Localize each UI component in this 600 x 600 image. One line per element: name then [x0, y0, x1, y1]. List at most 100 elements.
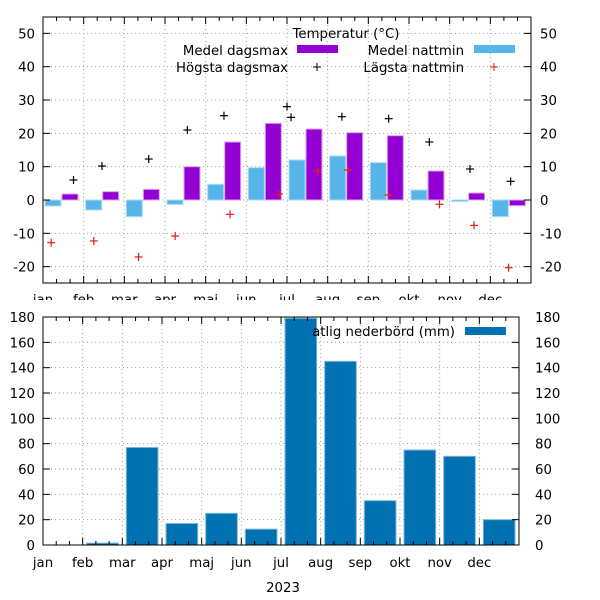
x-tick-label: okt	[389, 556, 410, 571]
x-tick-label: nov	[437, 293, 462, 300]
bar-medel-dagsmax	[102, 191, 120, 201]
bar-nederbord	[284, 317, 318, 546]
bar-medel-nattmin	[247, 167, 265, 201]
bar-medel-nattmin	[207, 183, 225, 201]
point-lagsta-nattmin	[313, 167, 322, 176]
legend-swatch	[465, 327, 506, 335]
bar-nederbord	[482, 519, 516, 546]
point-hogsta-dagsmax	[283, 102, 291, 111]
legend-label: Medel nattmin	[368, 44, 464, 59]
bar-medel-dagsmax	[61, 193, 79, 201]
y-tick-label-left: -10	[13, 227, 35, 242]
y-tick-label-right: 60	[535, 463, 552, 478]
tick-labels: -20 -20 -10 -10 0 0 10 10 20 20 30 30 40 40 50 50 jan feb…	[13, 27, 561, 300]
y-tick-label-left: 40	[18, 61, 35, 76]
bar-medel-nattmin	[44, 199, 62, 207]
bar-medel-dagsmax	[427, 170, 445, 201]
point-lagsta-nattmin	[134, 252, 143, 261]
bar-nederbord	[443, 455, 476, 546]
bar-nederbord	[205, 512, 238, 546]
x-tick-label: mar	[111, 293, 138, 300]
y-tick-label-right: 160	[535, 336, 560, 351]
point-hogsta-dagsmax	[183, 126, 192, 135]
y-tick-label-left: 160	[10, 336, 35, 351]
y-tick-label-right: 30	[540, 94, 557, 109]
x-tick-label: mar	[109, 556, 136, 571]
y-tick-label-right: 10	[540, 161, 557, 176]
y-tick-label-right: -10	[540, 227, 562, 242]
x-tick-label: jun	[235, 293, 257, 300]
y-tick-label-right: 40	[540, 61, 557, 76]
legend-label: Medel dagsmax	[183, 44, 288, 59]
grid	[43, 317, 519, 545]
bar-nederbord	[244, 528, 278, 546]
y-tick-label-left: 50	[18, 27, 35, 42]
y-tick-label-left: 20	[18, 514, 35, 529]
point-hogsta-dagsmax	[69, 176, 78, 185]
x-tick-label: nov	[427, 556, 452, 571]
axes-frame	[42, 316, 520, 546]
point-hogsta-dagsmax	[287, 113, 296, 122]
x-tick-label: feb	[72, 556, 93, 571]
x-tick-label: maj	[193, 293, 218, 300]
legend-title: Temperatur (°C)	[292, 27, 400, 42]
x-tick-label: aug	[315, 293, 340, 300]
legend-swatch	[474, 45, 515, 53]
y-tick-label-right: -20	[540, 261, 562, 276]
y-tick-label-left: 60	[18, 463, 35, 478]
x-tick-label: dec	[467, 556, 491, 571]
point-hogsta-dagsmax	[506, 177, 515, 186]
legend-label: atlig nederbörd (mm)	[312, 325, 455, 340]
y-tick-label-right: 120	[535, 387, 560, 402]
bar-nederbord	[86, 542, 119, 546]
temperature-chart: -20 -20 -10 -10 0 0 10 10 20 20 30 30 40 40 50 50 jan feb…	[13, 16, 562, 300]
y-tick-label-right: 40	[535, 488, 552, 503]
point-lagsta-nattmin	[171, 231, 180, 240]
plot-border	[42, 316, 520, 546]
point-lagsta-nattmin	[47, 238, 56, 247]
x-tick-label: jul	[272, 556, 289, 571]
bar-medel-nattmin	[288, 159, 306, 201]
point-lagsta-nattmin	[344, 166, 352, 175]
bar-medel-dagsmax	[386, 135, 404, 201]
point-lagsta-nattmin	[226, 210, 235, 219]
x-axis-label: 2023	[266, 581, 300, 596]
x-tick-label: jun	[230, 556, 252, 571]
bar-nederbord	[125, 446, 159, 546]
bar-medel-nattmin	[491, 199, 509, 218]
point-lagsta-nattmin	[435, 200, 444, 209]
legend-label: Högsta dagsmax	[176, 61, 288, 76]
bar-medel-nattmin	[329, 155, 347, 201]
axes-frame	[42, 16, 532, 284]
point-hogsta-dagsmax	[219, 111, 228, 120]
y-tick-label-right: 140	[535, 362, 560, 377]
bar-medel-nattmin	[125, 199, 143, 218]
x-tick-label: sep	[349, 556, 373, 571]
y-tick-label-left: 80	[18, 438, 35, 453]
bar-medel-dagsmax	[264, 122, 282, 201]
x-tick-label: sep	[357, 293, 381, 300]
point-hogsta-dagsmax	[384, 114, 393, 123]
point-lagsta-nattmin	[384, 191, 393, 200]
y-tick-label-left: 100	[10, 412, 35, 427]
y-tick-label-right: 80	[535, 438, 552, 453]
legend-swatch	[297, 45, 338, 53]
bar-medel-dagsmax	[142, 188, 160, 201]
bar-medel-dagsmax	[508, 199, 526, 207]
point-hogsta-dagsmax	[144, 155, 153, 164]
bar-medel-nattmin	[451, 199, 469, 202]
bar-nederbord	[403, 449, 437, 546]
bar-medel-nattmin	[410, 189, 428, 201]
legend: Temperatur (°C) Medel dagsmax Medel nattmi…	[176, 27, 515, 76]
point-lagsta-nattmin	[89, 236, 98, 245]
y-tick-label-left: 30	[18, 94, 35, 109]
bar-medel-nattmin	[85, 199, 103, 211]
bar-medel-dagsmax	[468, 192, 486, 201]
x-tick-label: jan	[32, 556, 53, 571]
bar-nederbord	[165, 522, 199, 546]
y-tick-label-left: 10	[18, 161, 35, 176]
y-tick-label-left: 180	[10, 311, 35, 326]
y-tick-label-left: 0	[27, 194, 35, 209]
x-tick-label: okt	[398, 293, 419, 300]
